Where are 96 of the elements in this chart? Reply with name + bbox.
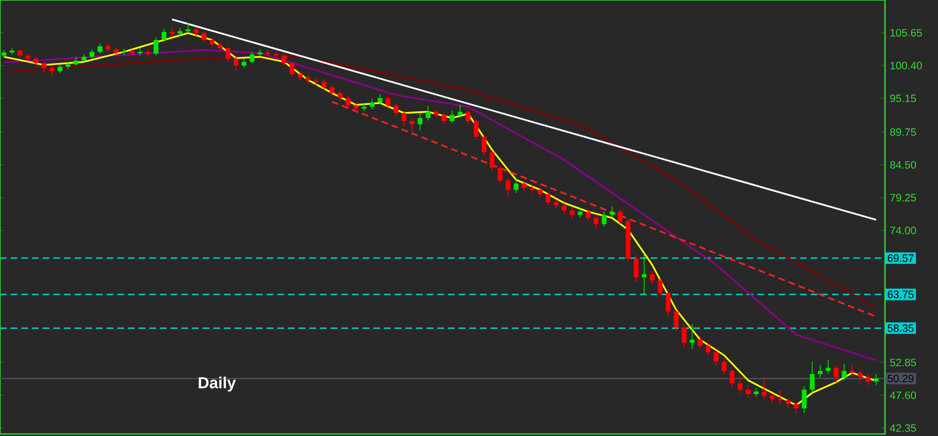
candlestick	[50, 65, 54, 76]
y-tick-label: 52.85	[890, 358, 916, 366]
candlestick	[778, 390, 783, 404]
y-tick-label: 79.25	[890, 194, 916, 202]
candlestick	[722, 359, 727, 374]
candlestick	[546, 192, 551, 206]
candlestick	[690, 324, 695, 350]
candlestick	[498, 166, 503, 184]
y-tick-label: 84.50	[890, 161, 916, 169]
candlestick	[834, 364, 839, 384]
candlestick	[450, 110, 455, 124]
candlestick	[34, 56, 38, 67]
candlestick	[466, 108, 471, 125]
candlestick	[762, 376, 767, 400]
candlestick	[826, 359, 831, 374]
y-tick-label: 89.75	[890, 128, 916, 136]
candlestick	[802, 386, 807, 414]
candlestick	[698, 336, 703, 350]
line-series	[3, 56, 878, 310]
candlestick	[402, 110, 406, 128]
candlestick	[474, 118, 479, 140]
candlestick	[378, 94, 382, 105]
candlestick	[122, 48, 126, 56]
candlestick	[410, 118, 415, 132]
candlestick	[154, 37, 158, 56]
candlestick	[714, 350, 719, 366]
candlestick	[242, 58, 246, 68]
candlestick	[570, 208, 575, 219]
candlestick	[394, 103, 398, 118]
candlestick	[290, 61, 294, 78]
candlestick	[346, 96, 350, 110]
candlestick	[794, 402, 799, 414]
candlestick	[98, 42, 102, 54]
candlestick	[482, 134, 487, 156]
candlestick	[10, 48, 14, 55]
candlestick	[210, 38, 214, 48]
candlestick	[370, 98, 374, 110]
candlestick	[322, 78, 326, 91]
candlestick	[658, 278, 663, 296]
y-tick-label: 47.60	[890, 392, 916, 400]
candlestick	[418, 112, 422, 131]
candlestick	[506, 178, 511, 196]
candlestick	[538, 186, 543, 198]
ref-line-label: 58.35	[888, 324, 914, 332]
candlestick	[386, 96, 390, 110]
candlestick	[250, 51, 254, 64]
candlestick	[730, 368, 735, 388]
candlestick	[458, 104, 463, 118]
candlestick	[282, 53, 286, 66]
candlestick	[338, 90, 342, 102]
candlestick	[562, 202, 567, 215]
candlestick	[442, 112, 447, 125]
candlestick	[162, 28, 166, 42]
candlestick	[602, 211, 607, 228]
candlestick	[666, 290, 671, 316]
y-tick-label: 95.15	[890, 94, 916, 102]
candlestick	[634, 255, 639, 282]
candlestick	[610, 206, 615, 218]
candlestick	[530, 185, 535, 194]
candlestick	[810, 361, 815, 394]
candlestick	[682, 324, 687, 348]
line-series	[3, 49, 878, 362]
candlestick	[818, 364, 823, 378]
ref-line-label: 63.75	[888, 290, 914, 298]
candlestick	[514, 178, 519, 194]
candlestick	[866, 374, 871, 386]
candlestick	[314, 78, 318, 86]
candlestick	[642, 253, 647, 295]
y-tick-label: 74.00	[890, 226, 916, 234]
annotation: Daily	[198, 376, 236, 392]
ref-line-label: 50.29	[888, 374, 914, 382]
candlestick	[202, 30, 206, 43]
candlestick	[850, 364, 855, 377]
candlestick	[330, 84, 334, 97]
candlestick	[842, 364, 847, 381]
ref-line-label: 69.57	[888, 254, 914, 262]
candlestick	[874, 374, 879, 386]
candlestick	[586, 209, 591, 222]
candlestick	[594, 216, 599, 228]
candlestick	[706, 344, 711, 356]
candlestick	[234, 56, 238, 71]
candlestick	[490, 150, 495, 172]
candlestick	[522, 180, 527, 192]
candlestick	[426, 106, 431, 121]
candlestick	[674, 309, 679, 332]
candlestick	[274, 50, 278, 58]
candlestick	[618, 209, 623, 225]
candlestick	[746, 384, 751, 398]
y-tick-label: 42.35	[890, 424, 916, 432]
y-tick-label: 100.40	[890, 62, 922, 70]
candlestick	[90, 48, 94, 60]
candlestick	[650, 270, 655, 285]
candlestick	[226, 46, 230, 62]
candlestick	[42, 61, 46, 73]
y-tick-label: 105.65	[890, 29, 922, 37]
candlestick	[738, 376, 743, 394]
